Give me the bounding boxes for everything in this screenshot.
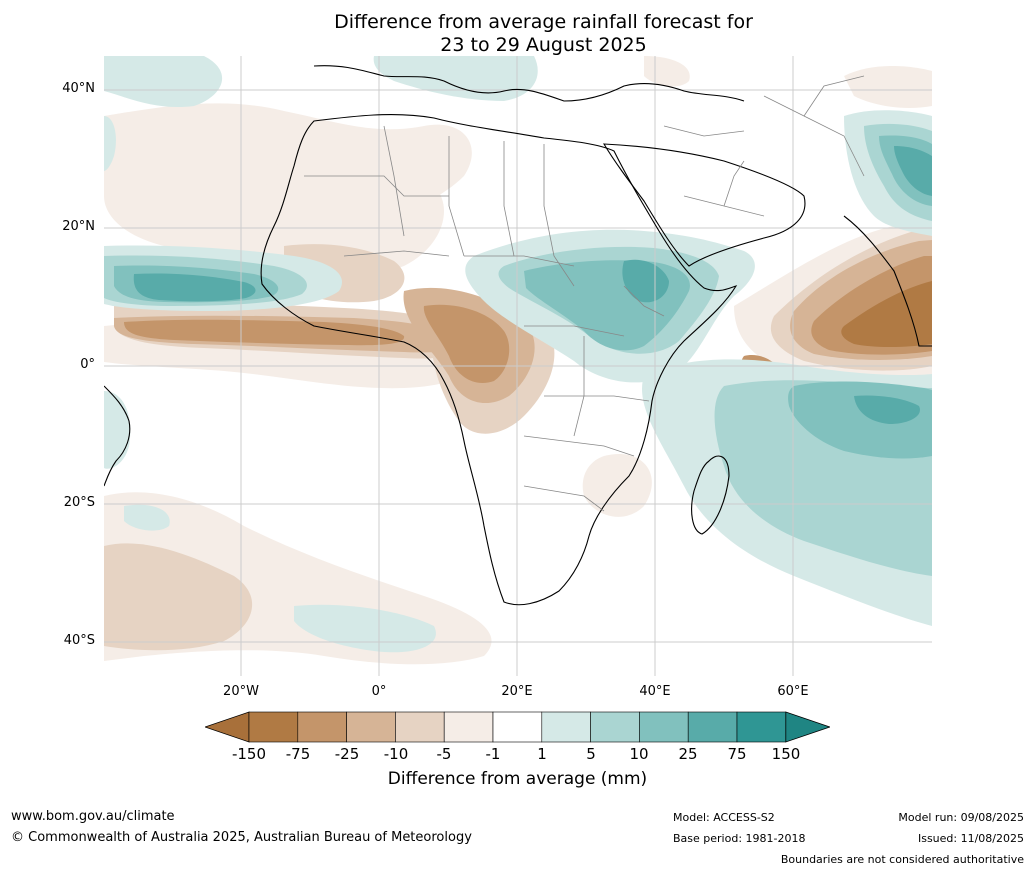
colorbar-label: Difference from average (mm) bbox=[387, 769, 648, 789]
colorbar-segment bbox=[736, 711, 787, 743]
map-title-line2: 23 to 29 August 2025 bbox=[440, 34, 647, 56]
lat-label-40n: 40°N bbox=[62, 81, 95, 96]
lon-label-60e: 60°E bbox=[777, 684, 809, 699]
footer-model-run: Model run: 09/08/2025 bbox=[898, 811, 1024, 824]
colorbar-tick-label: 5 bbox=[586, 745, 596, 763]
rainfall-anomaly-map bbox=[104, 56, 932, 676]
colorbar-tick-label: -25 bbox=[334, 745, 360, 763]
colorbar-tick-label: 150 bbox=[771, 745, 801, 763]
colorbar-tick-label: 25 bbox=[678, 745, 698, 763]
colorbar-tick-label: 10 bbox=[629, 745, 649, 763]
footer-model: Model: ACCESS-S2 bbox=[673, 811, 775, 824]
footer-base-period: Base period: 1981-2018 bbox=[673, 832, 806, 845]
coastlines bbox=[104, 65, 932, 606]
lat-label-20s: 20°S bbox=[63, 495, 95, 510]
wet-anomaly-regions bbox=[104, 56, 932, 653]
colorbar-segment bbox=[297, 711, 347, 743]
footer-disclaimer: Boundaries are not considered authoritat… bbox=[780, 853, 1024, 866]
colorbar-segment bbox=[248, 711, 299, 743]
lon-label-0: 0° bbox=[371, 684, 387, 699]
footer-copyright: © Commonwealth of Australia 2025, Austra… bbox=[11, 830, 472, 845]
colorbar bbox=[205, 711, 830, 743]
footer-url: www.bom.gov.au/climate bbox=[11, 809, 175, 824]
colorbar-tick-label: 1 bbox=[537, 745, 547, 763]
colorbar-segment bbox=[492, 711, 543, 743]
colorbar-tick-label: -150 bbox=[231, 745, 267, 763]
lat-label-20n: 20°N bbox=[62, 219, 95, 234]
colorbar-tick-label: 75 bbox=[727, 745, 747, 763]
lon-label-20w: 20°W bbox=[223, 684, 259, 699]
lon-label-40e: 40°E bbox=[639, 684, 671, 699]
colorbar-tick-label: -10 bbox=[383, 745, 409, 763]
graticule bbox=[104, 56, 932, 676]
map-title-line1: Difference from average rainfall forecas… bbox=[334, 11, 753, 33]
colorbar-segment bbox=[687, 711, 738, 743]
colorbar-segment bbox=[590, 711, 640, 743]
colorbar-segment bbox=[639, 711, 689, 743]
colorbar-tick-label: -1 bbox=[485, 745, 501, 763]
colorbar-tick-label: -5 bbox=[436, 745, 452, 763]
colorbar-extend-high bbox=[785, 711, 830, 743]
colorbar-tick-label: -75 bbox=[285, 745, 311, 763]
colorbar-segment bbox=[346, 711, 396, 743]
colorbar-segment bbox=[443, 711, 494, 743]
colorbar-segment bbox=[395, 711, 445, 743]
lon-label-20e: 20°E bbox=[501, 684, 533, 699]
colorbar-extend-low bbox=[205, 711, 250, 743]
colorbar-segment bbox=[541, 711, 591, 743]
footer-issued: Issued: 11/08/2025 bbox=[917, 832, 1024, 845]
lat-label-40s: 40°S bbox=[63, 633, 95, 648]
country-borders bbox=[304, 75, 865, 512]
lat-label-0: 0° bbox=[80, 357, 95, 372]
dry-anomaly-regions bbox=[104, 56, 932, 665]
